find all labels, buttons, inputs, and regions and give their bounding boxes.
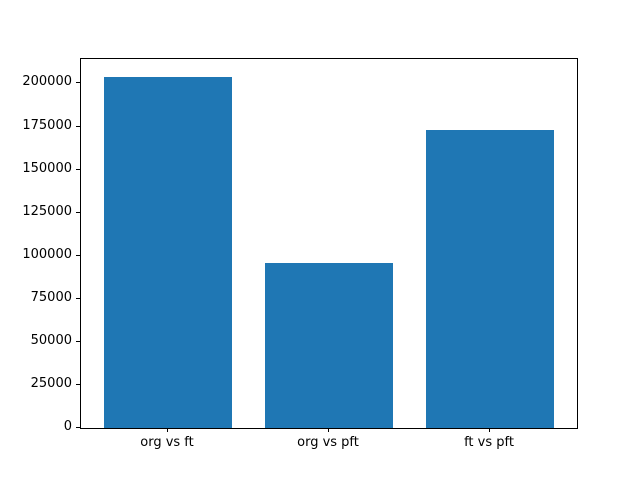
x-tick-label: org vs ft xyxy=(140,435,194,450)
x-tick-mark xyxy=(328,428,329,432)
y-tick-mark xyxy=(76,384,80,385)
bar-2 xyxy=(264,263,394,428)
y-tick-mark xyxy=(76,82,80,83)
y-tick-label: 75000 xyxy=(30,290,72,305)
y-tick-mark xyxy=(76,126,80,127)
y-tick-label: 175000 xyxy=(22,118,72,133)
bar-3 xyxy=(425,130,555,428)
y-tick-label: 200000 xyxy=(22,74,72,89)
x-tick-mark xyxy=(167,428,168,432)
y-tick-label: 100000 xyxy=(22,247,72,262)
y-tick-mark xyxy=(76,169,80,170)
x-tick-label: ft vs pft xyxy=(464,435,514,450)
y-tick-label: 50000 xyxy=(30,333,72,348)
y-tick-label: 25000 xyxy=(30,376,72,391)
x-tick-mark xyxy=(489,428,490,432)
y-tick-label: 0 xyxy=(63,419,72,434)
y-tick-mark xyxy=(76,427,80,428)
bar-1 xyxy=(103,77,233,428)
plot-area xyxy=(80,58,578,429)
y-tick-mark xyxy=(76,255,80,256)
y-tick-label: 125000 xyxy=(22,204,72,219)
y-tick-mark xyxy=(76,341,80,342)
x-tick-label: org vs pft xyxy=(297,435,359,450)
y-tick-mark xyxy=(76,212,80,213)
y-tick-label: 150000 xyxy=(22,161,72,176)
y-tick-mark xyxy=(76,298,80,299)
